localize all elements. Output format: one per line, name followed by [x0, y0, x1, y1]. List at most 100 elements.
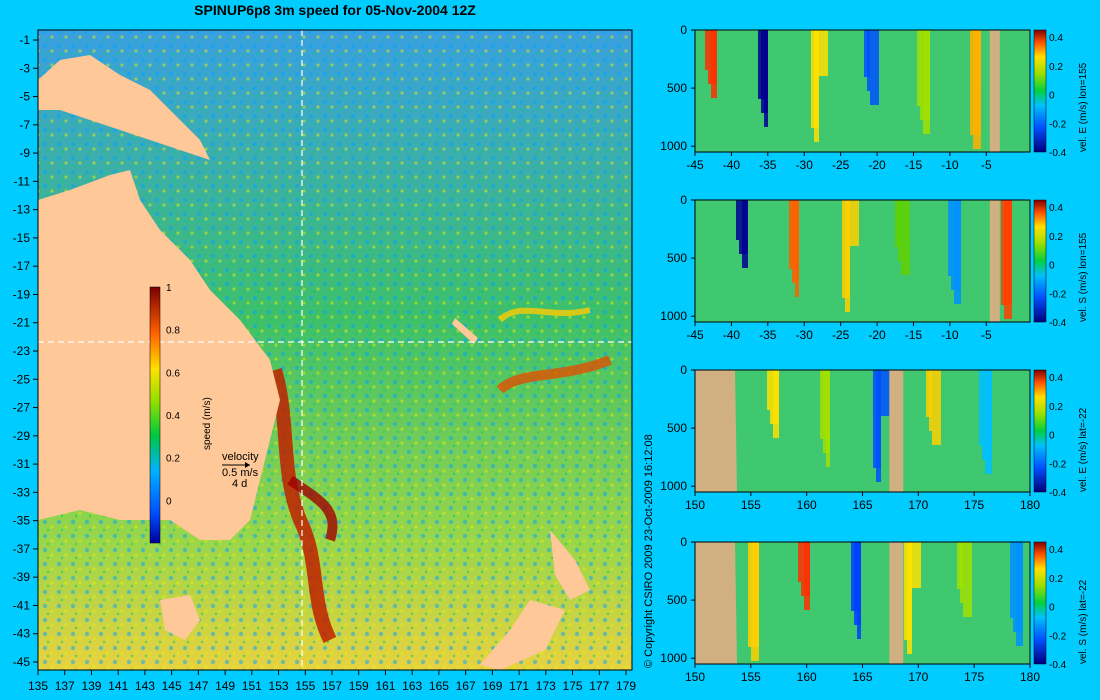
map-y-tick-label: -25 [13, 372, 31, 386]
section-streak [764, 30, 768, 127]
section-x-tick-label: -45 [686, 158, 704, 172]
section-x-tick-label: 150 [685, 670, 705, 684]
map-x-tick-label: 147 [188, 679, 208, 693]
section-x-tick-label: -20 [868, 158, 886, 172]
map-y-tick-label: -37 [13, 542, 31, 556]
section-streak [848, 200, 859, 246]
section-streak [923, 30, 930, 134]
section-y-tick-label: 0 [680, 193, 687, 207]
map-y-tick-label: -21 [13, 316, 31, 330]
velocity-key-speed: 0.5 m/s [222, 467, 259, 479]
section-colorbar-tick-label: -0.4 [1049, 660, 1067, 671]
section-colorbar-tick-label: 0.2 [1049, 62, 1063, 73]
section-land [889, 542, 904, 664]
section-y-tick-label: 0 [680, 363, 687, 377]
map-x-tick-label: 153 [269, 679, 289, 693]
section-y-tick-label: 500 [667, 421, 687, 435]
section-colorbar-label: vel. S (m/s) lon=155 [1078, 232, 1089, 322]
section-streak [736, 200, 739, 240]
section-x-tick-label: 170 [908, 670, 928, 684]
section-colorbar-tick-label: -0.2 [1049, 459, 1067, 470]
map-x-tick-label: 175 [563, 679, 583, 693]
section-y-tick-label: 0 [680, 535, 687, 549]
map-x-tick-label: 163 [402, 679, 422, 693]
map-x-tick-label: 155 [295, 679, 315, 693]
land-new-zealand-north [550, 530, 590, 600]
section-colorbar-tick-label: 0 [1049, 603, 1055, 614]
section-colorbar-label: vel. E (m/s) lat=-22 [1078, 407, 1089, 492]
map-x-tick-label: 161 [375, 679, 395, 693]
section-streak [1010, 542, 1014, 618]
section-colorbar-tick-label: 0.4 [1049, 203, 1063, 214]
section-x-tick-label: 155 [741, 498, 761, 512]
map-y-tick-label: -1 [19, 33, 30, 47]
section-streak [979, 370, 983, 446]
land-new-caledonia [452, 318, 478, 344]
section-streak [932, 370, 941, 445]
section-streak [798, 542, 801, 582]
section-streak [1004, 200, 1012, 319]
section-panel-2: -45 -40 -35 -30 -25 -20 -15 -10 -5 0 500 1000 0.4 0.2… [660, 193, 1066, 342]
section-streak [898, 200, 901, 261]
map-x-tick-label: 159 [349, 679, 369, 693]
section-y-tick-label: 1000 [660, 479, 687, 493]
section-y-tick-label: 500 [667, 81, 687, 95]
land-new-guinea [38, 55, 210, 160]
section-colorbar-tick-label: 0.2 [1049, 232, 1063, 243]
colorbar-ticks: 1 0.8 0.6 0.4 0.2 0 [166, 283, 180, 507]
map-y-tick-label: -43 [13, 627, 31, 641]
colorbar-tick-label: 0 [166, 496, 172, 507]
section-streak [814, 30, 819, 142]
section-streak [917, 30, 921, 106]
section-x-tick-label: -30 [796, 158, 814, 172]
section-x-tick-label: -40 [723, 158, 741, 172]
section-x-tick-label: -45 [686, 328, 704, 342]
section-streak [985, 370, 992, 474]
map-x-tick-label: 171 [509, 679, 529, 693]
map-x-tick-label: 149 [215, 679, 235, 693]
section-streak [948, 200, 952, 276]
map-x-tick-label: 165 [429, 679, 449, 693]
section-background [695, 370, 1030, 492]
map-y-tick-label: -11 [14, 174, 31, 188]
section-x-tick-label: 160 [797, 670, 817, 684]
colorbar-tick-label: 1 [166, 283, 172, 294]
map-x-tick-label: 137 [55, 679, 75, 693]
section-streak [910, 542, 921, 588]
map-y-tick-label: -3 [19, 61, 30, 75]
section-streak [901, 200, 910, 275]
land-new-zealand-south [480, 600, 565, 670]
section-x-tick-label: -40 [723, 328, 741, 342]
section-colorbar-tick-label: 0.2 [1049, 402, 1063, 413]
section-colorbar [1033, 199, 1047, 323]
map-y-tick-label: -33 [13, 485, 31, 499]
section-land [889, 370, 904, 492]
section-streak [867, 30, 870, 91]
section-streak [963, 542, 972, 617]
section-colorbar-tick-label: -0.2 [1049, 119, 1067, 130]
section-streak [973, 30, 981, 149]
map-y-tick-label: -31 [13, 457, 31, 471]
section-colorbar-tick-label: 0.4 [1049, 545, 1063, 556]
section-colorbar-tick-label: 0.4 [1049, 33, 1063, 44]
section-streak [826, 370, 830, 467]
map-y-tick-label: -39 [13, 570, 31, 584]
section-y-tick-label: 1000 [660, 651, 687, 665]
section-streak [1016, 542, 1023, 646]
map-y-tick-label: -5 [19, 90, 30, 104]
section-panel-1: -45 -40 -35 -30 -25 -20 -15 -10 -5 0 500 1000 0.4 0.2… [660, 23, 1066, 172]
colorbar-tick-label: 0.8 [166, 326, 180, 337]
section-background [695, 200, 1030, 322]
section-x-tick-label: 175 [964, 498, 984, 512]
section-x-tick-label: -25 [832, 158, 850, 172]
section-streak [857, 542, 861, 639]
section-x-tick-label: 165 [852, 670, 872, 684]
section-x-tick-label: 155 [741, 670, 761, 684]
section-panel-4: 150 155 160 165 170 175 180 0 500 1000 0.4 0.2 0 -0.2… [660, 535, 1066, 684]
section-x-tick-label: -25 [832, 328, 850, 342]
map-y-tick-label: -15 [13, 231, 31, 245]
section-x-tick-label: 170 [908, 498, 928, 512]
map-y-tick-label: -27 [13, 401, 31, 415]
section-x-tick-label: -10 [941, 328, 959, 342]
section-colorbar-tick-label: -0.4 [1049, 318, 1067, 329]
